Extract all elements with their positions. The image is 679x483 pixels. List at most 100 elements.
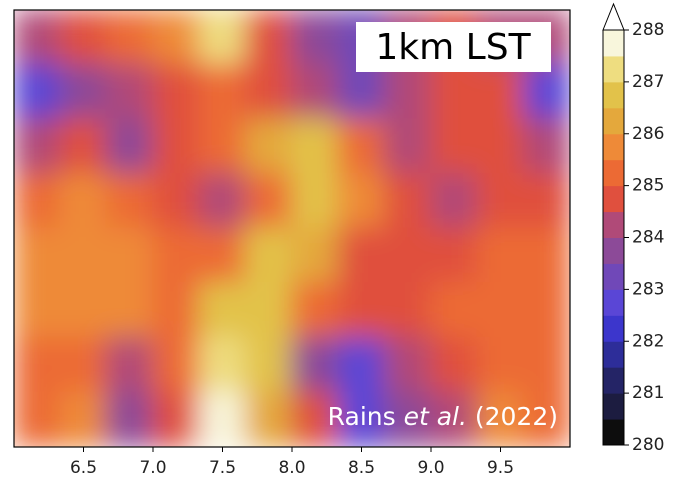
heatmap-cell bbox=[430, 337, 478, 394]
colorbar-tick-label: 288 bbox=[632, 20, 664, 40]
heatmap-cell bbox=[384, 173, 432, 230]
heatmap-cell bbox=[13, 173, 61, 230]
colorbar-segment bbox=[603, 186, 624, 212]
heatmap-cell bbox=[384, 337, 432, 394]
colorbar-tick-label: 281 bbox=[632, 383, 664, 403]
colorbar-segment bbox=[603, 134, 624, 160]
colorbar-segment bbox=[603, 160, 624, 186]
colorbar-segment bbox=[603, 419, 624, 445]
heatmap-cell bbox=[337, 282, 385, 339]
heatmap-cell bbox=[198, 173, 246, 230]
heatmap-cell bbox=[198, 118, 246, 175]
heatmap bbox=[13, 9, 571, 448]
heatmap-cell bbox=[523, 228, 571, 285]
chart-title: 1km LST bbox=[375, 27, 531, 68]
heatmap-cell bbox=[13, 228, 61, 285]
colorbar-segment bbox=[603, 393, 624, 419]
heatmap-cell bbox=[13, 118, 61, 175]
heatmap-cell bbox=[198, 391, 246, 448]
colorbar-extension bbox=[603, 4, 624, 30]
x-tick-label: 8.5 bbox=[348, 458, 375, 478]
heatmap-cell bbox=[337, 337, 385, 394]
colorbar-tick-label: 282 bbox=[632, 331, 664, 351]
colorbar-segment bbox=[603, 315, 624, 341]
heatmap-cell bbox=[245, 64, 293, 121]
heatmap-cell bbox=[523, 64, 571, 121]
heatmap-cell bbox=[384, 228, 432, 285]
heatmap-cell bbox=[106, 9, 154, 66]
colorbar-segment bbox=[603, 238, 624, 264]
heatmap-cell bbox=[245, 173, 293, 230]
annotation: Rains et al. (2022) bbox=[328, 402, 558, 431]
heatmap-cell bbox=[152, 282, 200, 339]
colorbar-segment bbox=[603, 108, 624, 134]
heatmap-cell bbox=[59, 173, 107, 230]
heatmap-cell bbox=[430, 173, 478, 230]
heatmap-cell bbox=[523, 173, 571, 230]
heatmap-cell bbox=[106, 228, 154, 285]
heatmap-cell bbox=[291, 337, 339, 394]
heatmap-cell bbox=[13, 337, 61, 394]
heatmap-cell bbox=[291, 9, 339, 66]
heatmap-cell bbox=[106, 118, 154, 175]
heatmap-cell bbox=[152, 391, 200, 448]
heatmap-cell bbox=[245, 118, 293, 175]
heatmap-cell bbox=[523, 118, 571, 175]
x-tick-label: 7.5 bbox=[209, 458, 236, 478]
heatmap-cell bbox=[106, 64, 154, 121]
heatmap-cell bbox=[430, 64, 478, 121]
heatmap-cell bbox=[476, 282, 524, 339]
heatmap-cell bbox=[13, 282, 61, 339]
heatmap-cell bbox=[430, 228, 478, 285]
heatmap-cell bbox=[198, 228, 246, 285]
colorbar-segment bbox=[603, 30, 624, 56]
heatmap-cell bbox=[430, 282, 478, 339]
colorbar-tick-label: 284 bbox=[632, 228, 664, 248]
x-tick-label: 8.0 bbox=[278, 458, 305, 478]
heatmap-cell bbox=[291, 173, 339, 230]
heatmap-cell bbox=[198, 9, 246, 66]
annotation-part: (2022) bbox=[467, 402, 558, 431]
heatmap-cell bbox=[337, 118, 385, 175]
colorbar-tick-label: 287 bbox=[632, 72, 664, 92]
heatmap-cell bbox=[59, 337, 107, 394]
colorbar-segment bbox=[603, 289, 624, 315]
heatmap-cell bbox=[430, 118, 478, 175]
colorbar-tick-label: 286 bbox=[632, 124, 664, 144]
heatmap-cell bbox=[245, 337, 293, 394]
heatmap-cell bbox=[152, 173, 200, 230]
heatmap-cell bbox=[198, 64, 246, 121]
colorbar-segment bbox=[603, 82, 624, 108]
heatmap-cell bbox=[476, 64, 524, 121]
x-tick-label: 9.0 bbox=[417, 458, 444, 478]
heatmap-cell bbox=[106, 337, 154, 394]
heatmap-cell bbox=[245, 9, 293, 66]
heatmap-cell bbox=[59, 228, 107, 285]
heatmap-cell bbox=[59, 118, 107, 175]
heatmap-cell bbox=[291, 282, 339, 339]
heatmap-cell bbox=[198, 282, 246, 339]
heatmap-cell bbox=[152, 9, 200, 66]
colorbar-segment bbox=[603, 263, 624, 289]
heatmap-cell bbox=[384, 118, 432, 175]
heatmap-cell bbox=[198, 337, 246, 394]
heatmap-cell bbox=[337, 173, 385, 230]
heatmap-cell bbox=[337, 64, 385, 121]
heatmap-cell bbox=[106, 282, 154, 339]
heatmap-cell bbox=[384, 282, 432, 339]
heatmap-cell bbox=[13, 9, 61, 66]
heatmap-cell bbox=[106, 391, 154, 448]
heatmap-cell bbox=[152, 64, 200, 121]
heatmap-cell bbox=[291, 64, 339, 121]
annotation-part: et al. bbox=[404, 402, 467, 431]
heatmap-cell bbox=[59, 9, 107, 66]
chart: 280281282283284285286287288 1km LST Rain… bbox=[0, 0, 679, 479]
heatmap-cell bbox=[245, 282, 293, 339]
heatmap-cell bbox=[245, 391, 293, 448]
heatmap-cell bbox=[523, 282, 571, 339]
heatmap-cell bbox=[59, 282, 107, 339]
x-tick-label: 6.5 bbox=[70, 458, 97, 478]
colorbar-tick-label: 285 bbox=[632, 176, 664, 196]
heatmap-cell bbox=[152, 228, 200, 285]
